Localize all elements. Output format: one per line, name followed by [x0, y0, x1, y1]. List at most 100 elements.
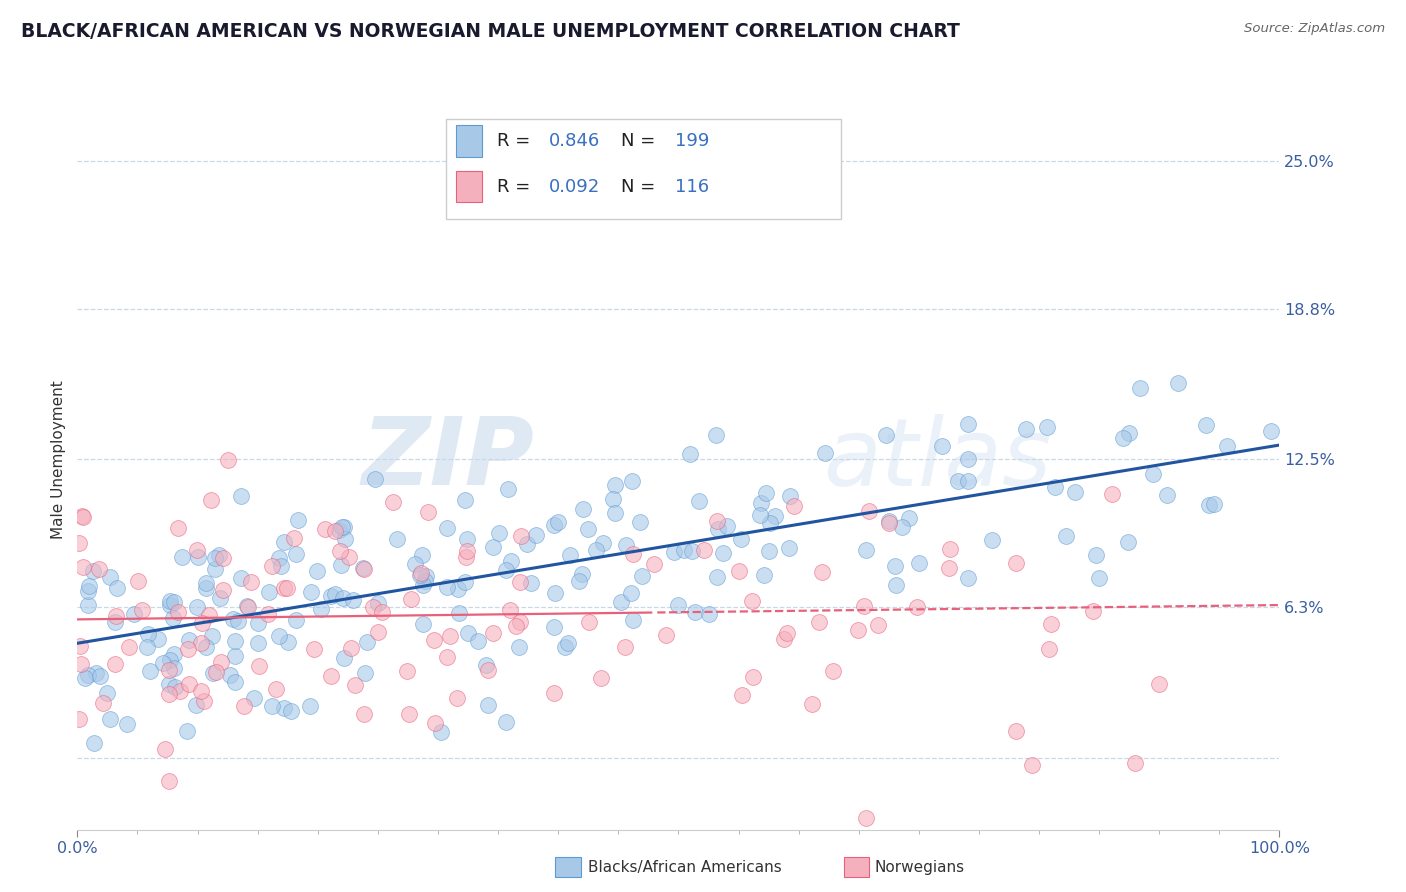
Point [778, 541, 800, 555]
Point [191, 616, 214, 631]
Point [605, 477, 627, 491]
Point [643, 557, 665, 571]
Point [212, 551, 235, 566]
Point [96, 685, 118, 699]
Point [319, 669, 342, 683]
Point [706, 514, 728, 528]
Point [1101, 486, 1123, 500]
Point [883, 559, 905, 574]
Point [385, 533, 408, 547]
Text: Blacks/African Americans: Blacks/African Americans [588, 860, 782, 874]
Point [117, 640, 139, 654]
Point [875, 428, 897, 442]
Point [846, 623, 869, 637]
Point [70, 657, 93, 671]
Point [247, 659, 270, 673]
Point [337, 550, 360, 565]
Point [73, 671, 96, 685]
Point [83, 736, 105, 750]
Point [763, 508, 786, 523]
Point [169, 684, 191, 698]
Point [908, 556, 931, 570]
Point [139, 664, 162, 678]
Point [264, 682, 287, 697]
Point [741, 594, 763, 608]
Point [1112, 431, 1135, 445]
Point [730, 688, 752, 702]
Point [257, 585, 280, 599]
Point [754, 567, 776, 582]
FancyBboxPatch shape [446, 119, 841, 219]
Y-axis label: Male Unemployment: Male Unemployment [51, 380, 66, 539]
Point [340, 640, 363, 655]
Point [165, 680, 187, 694]
Point [412, 578, 434, 592]
Point [884, 578, 907, 592]
Point [759, 516, 782, 530]
Point [330, 520, 353, 534]
Point [956, 452, 979, 467]
Point [475, 657, 498, 672]
Point [104, 615, 127, 629]
Text: R =: R = [496, 178, 536, 196]
Point [1087, 571, 1109, 585]
Point [353, 561, 375, 575]
Point [931, 439, 953, 453]
Point [200, 493, 222, 508]
Point [205, 665, 228, 680]
Point [1063, 484, 1085, 499]
Point [1142, 467, 1164, 481]
Point [395, 664, 418, 678]
Point [706, 570, 728, 584]
Point [877, 515, 900, 529]
Point [1129, 381, 1152, 395]
Point [436, 650, 458, 665]
Point [592, 536, 614, 550]
Point [184, 698, 207, 713]
Point [367, 624, 389, 639]
Point [980, 533, 1002, 547]
Point [69, 640, 91, 654]
Point [224, 648, 246, 663]
Point [209, 591, 232, 605]
Text: BLACK/AFRICAN AMERICAN VS NORWEGIAN MALE UNEMPLOYMENT CORRELATION CHART: BLACK/AFRICAN AMERICAN VS NORWEGIAN MALE… [21, 22, 960, 41]
Point [446, 691, 468, 706]
Point [749, 496, 772, 510]
Point [811, 565, 834, 579]
Point [361, 599, 384, 614]
Point [124, 607, 146, 621]
Point [621, 613, 644, 627]
Point [524, 528, 547, 542]
Point [231, 489, 253, 503]
Point [159, 594, 181, 608]
Point [305, 564, 328, 578]
Point [163, 661, 186, 675]
Point [247, 616, 270, 631]
Point [423, 715, 446, 730]
Point [267, 551, 290, 566]
Point [800, 698, 823, 712]
Point [693, 543, 716, 558]
Point [558, 548, 581, 562]
Point [499, 554, 522, 568]
Point [454, 574, 477, 589]
Point [855, 811, 877, 825]
Point [329, 544, 352, 558]
Point [233, 699, 256, 714]
Point [488, 526, 510, 541]
Point [152, 656, 174, 670]
Point [1036, 419, 1059, 434]
Point [905, 600, 928, 615]
Point [276, 582, 298, 596]
Text: R =: R = [496, 132, 536, 150]
Point [208, 549, 231, 563]
Point [436, 580, 458, 594]
Point [72, 510, 94, 524]
Point [364, 472, 387, 486]
Point [543, 620, 565, 634]
Point [1118, 426, 1140, 441]
Point [104, 657, 127, 672]
Point [311, 602, 333, 616]
Point [620, 585, 643, 599]
Point [166, 606, 188, 620]
